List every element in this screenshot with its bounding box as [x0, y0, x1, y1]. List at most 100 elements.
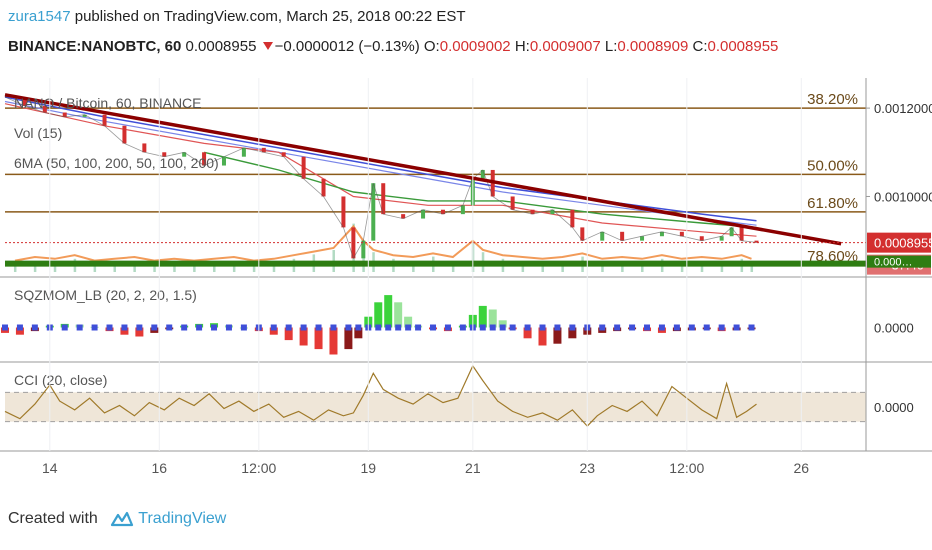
- squeeze-dot: [225, 324, 232, 331]
- momentum-bar: [329, 327, 338, 355]
- squeeze-dot: [385, 324, 392, 331]
- tradingview-brand-link[interactable]: TradingView: [138, 510, 227, 528]
- author-link[interactable]: zura1547: [8, 8, 71, 25]
- price-candle: [341, 196, 346, 228]
- price-candle: [22, 97, 27, 106]
- volume-bar: [750, 263, 754, 272]
- tradingview-logo-icon: [111, 511, 134, 527]
- price-change: −0.0000012 (−0.13%): [274, 38, 420, 55]
- momentum-bar: [269, 327, 278, 335]
- squeeze-dot: [748, 324, 755, 331]
- publish-info: published on TradingView.com, March 25, …: [70, 8, 466, 25]
- indicator-legend: SQZMOM_LB (20, 2, 20, 1.5): [14, 287, 197, 303]
- price-candle: [480, 169, 485, 179]
- time-tick-label: 26: [794, 460, 810, 476]
- price-candle: [381, 183, 386, 215]
- last-price-badge: [867, 232, 931, 253]
- squeeze-dot: [240, 324, 247, 331]
- fib-level-label: 50.00%: [807, 157, 858, 174]
- volume-bar: [153, 265, 156, 272]
- squeeze-dot: [315, 324, 322, 331]
- volume-bar: [113, 263, 116, 272]
- price-candle: [142, 143, 147, 153]
- squeeze-dot: [499, 324, 506, 331]
- price-candle: [421, 209, 426, 219]
- time-tick-label: 23: [580, 460, 596, 476]
- open-label: O:: [423, 38, 440, 55]
- squeeze-dot: [489, 324, 496, 331]
- cci-pane: CCI (20, close) 0.0000: [4, 364, 914, 427]
- price-candle: [241, 147, 246, 157]
- last-price-badge-label: 0.0008955: [874, 236, 932, 251]
- low-label: L:: [604, 38, 618, 55]
- squeeze-dot: [196, 324, 203, 331]
- volume-bar: [641, 263, 644, 272]
- price-tick-label: 0.0012000: [874, 101, 932, 116]
- price-candle: [580, 227, 585, 241]
- squeeze-dot: [673, 324, 680, 331]
- momentum-bar: [498, 320, 507, 328]
- momentum-bar: [284, 327, 293, 341]
- price-candle: [460, 205, 465, 215]
- support-zone-line: [5, 260, 866, 267]
- volume-bar: [720, 263, 724, 272]
- price-candle: [162, 152, 167, 157]
- footer: Created with TradingView: [8, 510, 226, 528]
- momentum-bar: [523, 327, 532, 339]
- squeeze-dot: [330, 324, 337, 331]
- squeeze-dot: [479, 324, 486, 331]
- price-candle: [102, 114, 107, 126]
- squeeze-dot: [181, 324, 188, 331]
- ma-red-line: [4, 103, 757, 237]
- time-axis: 14 16 12:00 19 21 23 12:00 26: [0, 78, 932, 476]
- price-candle: [371, 183, 376, 241]
- close-value: 0.0008955: [707, 38, 779, 55]
- squeeze-dot: [166, 324, 173, 331]
- momentum-bar: [344, 327, 353, 350]
- chart-area[interactable]: 38.20%50.00%61.80%78.60%NANO / Bitcoin, …: [0, 78, 932, 498]
- squeeze-dot: [31, 324, 38, 331]
- squeeze-dot: [300, 324, 307, 331]
- squeeze-dot: [569, 324, 576, 331]
- squeeze-dot: [444, 324, 451, 331]
- price-candle: [510, 196, 515, 210]
- volume-bar: [173, 263, 176, 272]
- price-candle: [659, 231, 664, 237]
- squeeze-dot: [718, 324, 725, 331]
- squeeze-dot: [524, 324, 531, 331]
- volume-bar: [213, 263, 216, 272]
- price-candle: [729, 227, 734, 237]
- price-candle: [82, 114, 87, 117]
- price-candle: [754, 240, 759, 243]
- ticker-symbol: BINANCE:NANOBTC, 60: [8, 38, 182, 55]
- time-tick-label: 14: [42, 460, 58, 476]
- squeeze-momentum-pane: SQZMOM_LB (20, 2, 20, 1.5) 0.0000: [1, 287, 914, 355]
- price-candle: [600, 231, 605, 241]
- price-candle: [620, 231, 625, 241]
- momentum-bar: [135, 327, 144, 337]
- price-candle: [182, 152, 187, 157]
- squeeze-dot: [136, 324, 143, 331]
- price-candle: [62, 112, 67, 117]
- price-candle: [719, 236, 724, 241]
- price-candle: [301, 156, 306, 179]
- momentum-bar: [354, 327, 363, 339]
- squeeze-dot: [405, 324, 412, 331]
- squeeze-dot: [614, 324, 621, 331]
- time-tick-label: 21: [465, 460, 481, 476]
- momentum-bar: [553, 327, 562, 344]
- indicator-legend: Vol (15): [14, 125, 62, 141]
- squeeze-dot: [554, 324, 561, 331]
- volume-bar: [193, 265, 196, 272]
- squeeze-dot: [658, 324, 665, 331]
- last-price: 0.0008955: [185, 38, 257, 55]
- volume-bar: [680, 263, 684, 272]
- price-tick-label: 0.0010000: [874, 189, 932, 204]
- momentum-bar: [374, 302, 383, 328]
- price-candle: [42, 105, 47, 113]
- price-pane: 38.20%50.00%61.80%78.60%NANO / Bitcoin, …: [4, 91, 932, 275]
- fib-level-label: 61.80%: [807, 195, 858, 212]
- momentum-bar: [568, 327, 577, 339]
- squeeze-dot: [91, 324, 98, 331]
- squeeze-dot: [688, 324, 695, 331]
